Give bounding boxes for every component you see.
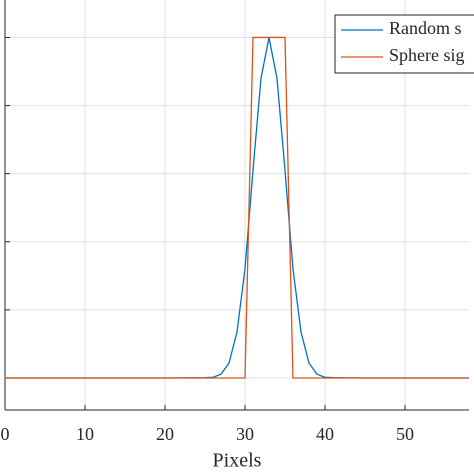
x-tick-label: 50 bbox=[396, 424, 414, 444]
x-axis-label: Pixels bbox=[213, 450, 262, 472]
legend-label: Sphere sig bbox=[389, 45, 465, 65]
legend-box bbox=[334, 14, 474, 74]
line bbox=[5, 36, 469, 379]
line bbox=[5, 37, 469, 379]
x-tick-label: 30 bbox=[236, 424, 254, 444]
legend-label: Random s bbox=[389, 18, 462, 38]
x-tick-label: 0 bbox=[1, 424, 10, 444]
x-tick-label: 10 bbox=[76, 424, 94, 444]
x-tick-label: 20 bbox=[156, 424, 174, 444]
x-tick-label: 40 bbox=[316, 424, 334, 444]
